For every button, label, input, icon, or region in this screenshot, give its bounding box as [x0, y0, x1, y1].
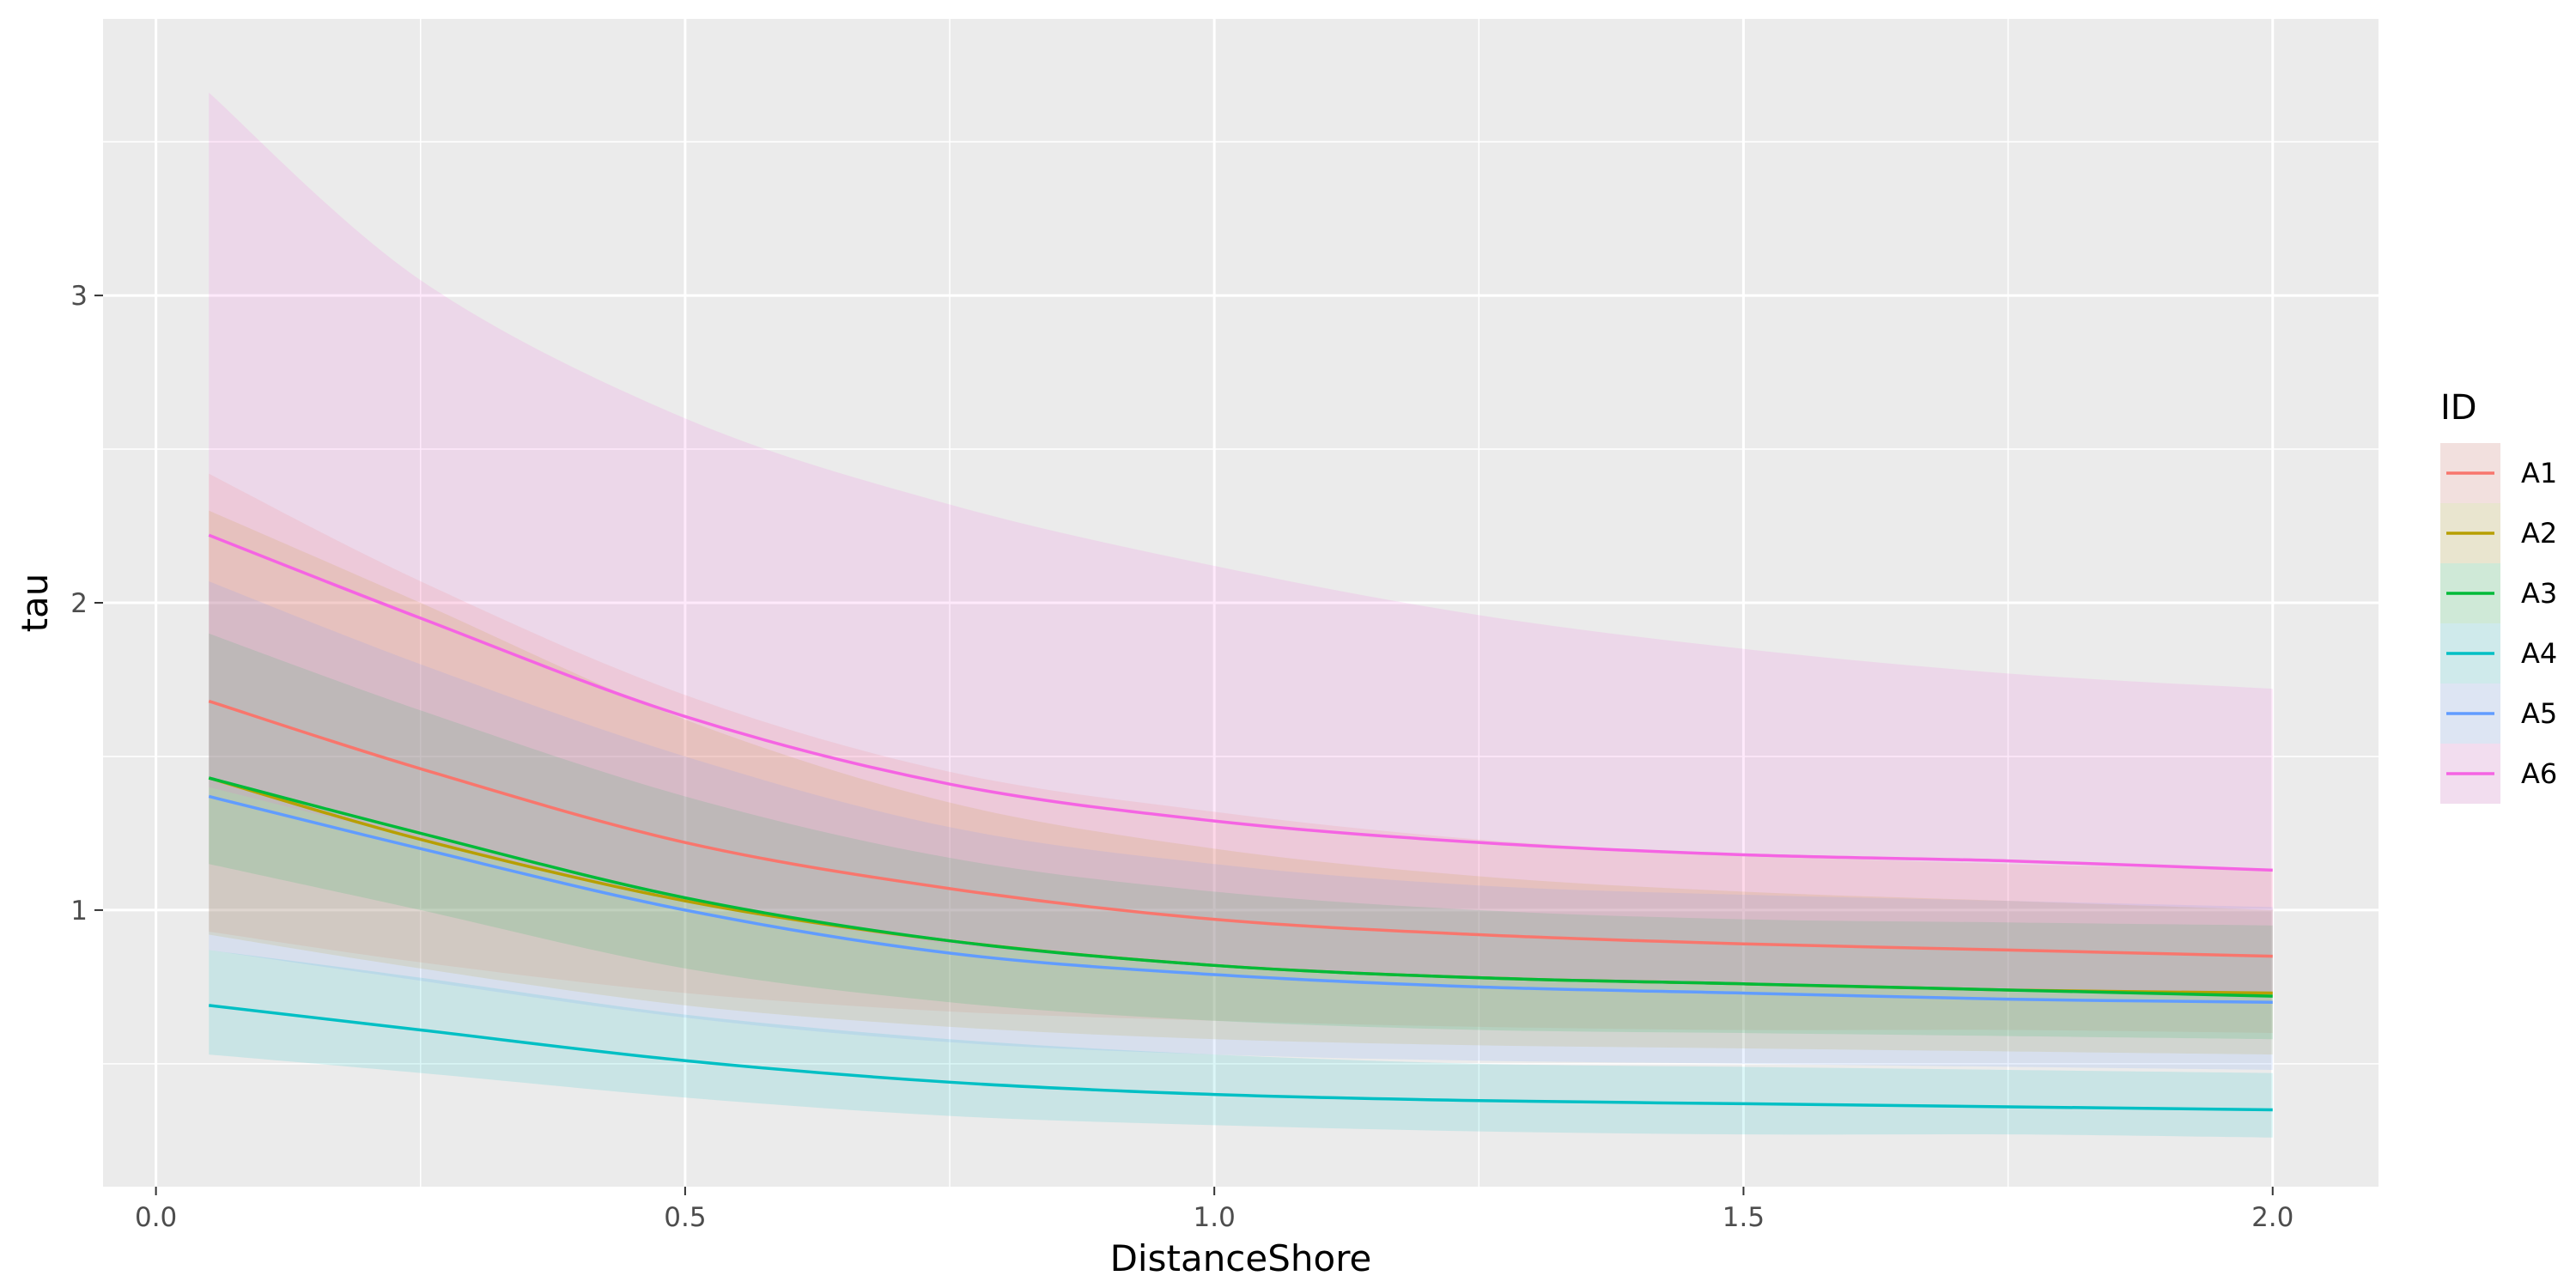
y-tick-label: 2	[70, 588, 88, 619]
x-tick-label: 1.5	[1722, 1202, 1765, 1233]
x-axis-title: DistanceShore	[1110, 1237, 1372, 1279]
ribbon-a3	[209, 633, 2273, 1040]
x-axis: 0.0 0.5 1.0 1.5 2.0	[135, 1187, 2293, 1233]
grid-major	[103, 19, 2379, 1187]
legend-label-a6: A6	[2521, 757, 2557, 790]
legend-label-a2: A2	[2521, 517, 2557, 550]
legend-label-a1: A1	[2521, 457, 2557, 489]
line-a6	[208, 533, 2273, 872]
x-tick-label: 1.0	[1194, 1202, 1236, 1233]
line-a4	[209, 1004, 2273, 1112]
y-tick-label: 3	[70, 281, 88, 312]
line-a5	[208, 794, 2273, 1005]
x-tick-label: 0.5	[664, 1202, 706, 1233]
x-tick-label: 2.0	[2251, 1202, 2293, 1233]
legend-title: ID	[2440, 388, 2477, 428]
series-lines	[208, 533, 2273, 1112]
ribbon-a4	[209, 950, 2273, 1138]
legend-label-a5: A5	[2521, 697, 2557, 730]
legend: ID A1 A2 A3 A4 A5 A6	[2440, 388, 2557, 804]
ribbon-a1	[209, 473, 2273, 1034]
ribbon-a6	[209, 92, 2273, 993]
line-a3	[208, 776, 2273, 998]
ribbon-a5	[209, 580, 2273, 1070]
legend-label-a4: A4	[2521, 637, 2557, 670]
legend-label-a3: A3	[2521, 577, 2557, 610]
y-axis: 1 2 3	[70, 281, 103, 927]
y-tick-label: 1	[70, 896, 88, 927]
x-tick-label: 0.0	[135, 1202, 177, 1233]
y-axis-title: tau	[14, 574, 56, 633]
line-a1	[208, 699, 2273, 958]
